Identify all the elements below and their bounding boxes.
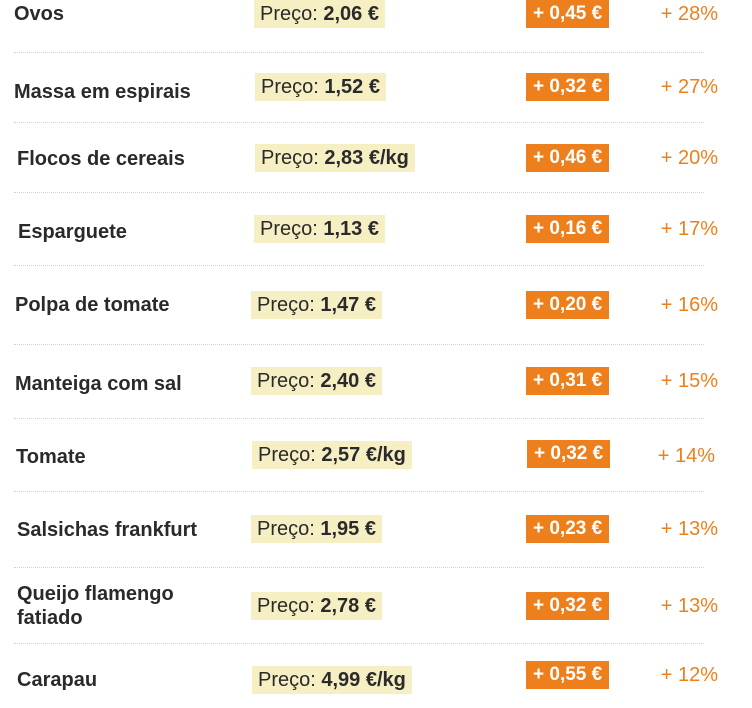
increase-badge: + 0,55 € — [526, 661, 610, 689]
increase-badge: + 0,31 € — [526, 367, 610, 395]
increase-badge: + 0,45 € — [526, 0, 610, 28]
price-value: 1,52 € — [324, 76, 380, 98]
percent-increase: + 16% — [660, 294, 718, 316]
price-value: 2,78 € — [320, 595, 376, 617]
product-name: Ovos — [14, 3, 65, 25]
percent-increase: + 12% — [660, 664, 718, 686]
price-label: Preço: — [260, 218, 318, 240]
price-label: Preço: — [258, 444, 316, 466]
price-highlight: Preço: 2,83 €/kg — [255, 144, 415, 172]
percent-increase: + 17% — [660, 218, 718, 240]
price-label: Preço: — [261, 76, 319, 98]
price-value: 2,57 €/kg — [321, 444, 406, 466]
price-label: Preço: — [257, 370, 315, 392]
divider — [14, 122, 704, 123]
product-name: Flocos de cereais — [17, 148, 185, 170]
price-label: Preço: — [257, 294, 315, 316]
divider — [14, 491, 704, 492]
product-name: Tomate — [16, 446, 86, 468]
price-highlight: Preço: 2,57 €/kg — [252, 441, 412, 469]
price-label: Preço: — [257, 595, 315, 617]
increase-badge: + 0,32 € — [527, 440, 611, 468]
divider — [14, 643, 704, 644]
price-highlight: Preço: 1,47 € — [251, 291, 382, 319]
product-name: Polpa de tomate — [15, 294, 170, 316]
percent-increase: + 13% — [660, 518, 718, 540]
percent-increase: + 15% — [660, 370, 718, 392]
price-highlight: Preço: 1,52 € — [255, 73, 386, 101]
product-name: Salsichas frankfurt — [17, 519, 198, 541]
price-value: 2,83 €/kg — [324, 147, 409, 169]
increase-badge: + 0,23 € — [526, 515, 610, 543]
price-highlight: Preço: 2,40 € — [251, 367, 382, 395]
increase-badge: + 0,46 € — [526, 144, 610, 172]
product-name: Manteiga com sal — [15, 373, 182, 395]
price-highlight: Preço: 2,78 € — [251, 592, 382, 620]
percent-increase: + 20% — [660, 147, 718, 169]
price-label: Preço: — [258, 669, 316, 691]
increase-badge: + 0,32 € — [526, 73, 610, 101]
percent-increase: + 27% — [660, 76, 718, 98]
divider — [14, 344, 704, 345]
price-value: 1,95 € — [320, 518, 376, 540]
percent-increase: + 14% — [657, 445, 715, 467]
price-label: Preço: — [261, 147, 319, 169]
price-value: 1,47 € — [320, 294, 376, 316]
divider — [14, 418, 704, 419]
price-label: Preço: — [257, 518, 315, 540]
increase-badge: + 0,20 € — [526, 291, 610, 319]
price-highlight: Preço: 2,06 € — [254, 0, 385, 28]
percent-increase: + 28% — [660, 3, 718, 25]
product-name: Esparguete — [18, 221, 127, 243]
increase-badge: + 0,32 € — [526, 592, 610, 620]
divider — [14, 52, 704, 53]
price-highlight: Preço: 1,95 € — [251, 515, 382, 543]
increase-badge: + 0,16 € — [526, 215, 610, 243]
product-name: Carapau — [17, 669, 98, 691]
price-label: Preço: — [260, 3, 318, 25]
divider — [14, 192, 704, 193]
price-value: 1,13 € — [323, 218, 379, 240]
product-name: Queijo flamengo fatiado — [17, 583, 174, 629]
price-value: 4,99 €/kg — [321, 669, 406, 691]
price-highlight: Preço: 4,99 €/kg — [252, 666, 412, 694]
percent-increase: + 13% — [660, 595, 718, 617]
price-highlight: Preço: 1,13 € — [254, 215, 385, 243]
divider — [14, 567, 704, 568]
divider — [14, 265, 704, 266]
price-value: 2,40 € — [320, 370, 376, 392]
price-value: 2,06 € — [323, 3, 379, 25]
product-name: Massa em espirais — [14, 81, 191, 103]
